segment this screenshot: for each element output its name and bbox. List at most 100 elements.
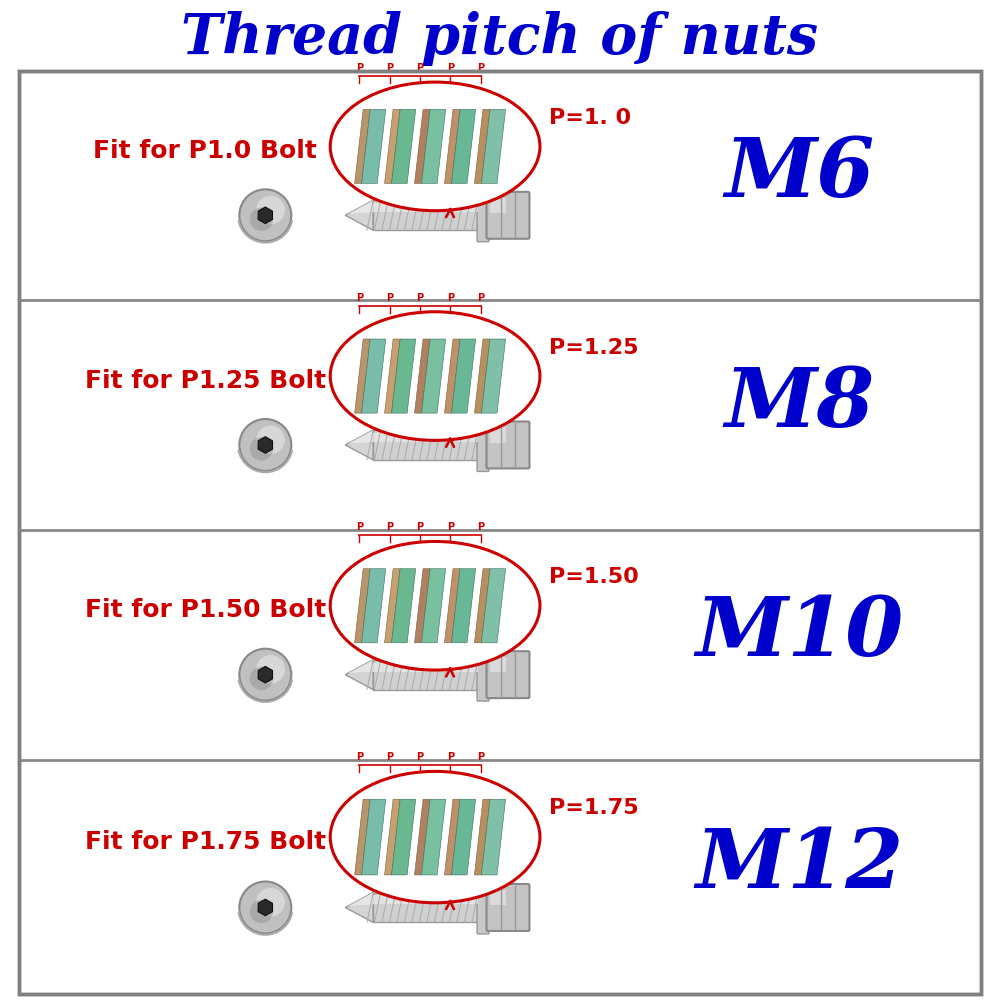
Polygon shape (348, 893, 373, 906)
Bar (373, 430, 478, 460)
Polygon shape (415, 799, 430, 875)
Text: Fit for P1.25 Bolt: Fit for P1.25 Bolt (85, 369, 326, 393)
Polygon shape (481, 339, 506, 413)
Circle shape (239, 419, 291, 471)
Bar (19, 760, 981, 994)
Text: P: P (477, 522, 484, 532)
Ellipse shape (330, 82, 540, 211)
Polygon shape (348, 430, 373, 443)
Bar (19, 300, 981, 530)
Polygon shape (355, 799, 370, 875)
Polygon shape (392, 799, 416, 875)
Text: P: P (386, 293, 393, 303)
Text: P: P (386, 522, 393, 532)
Text: P: P (417, 752, 424, 762)
FancyBboxPatch shape (487, 192, 529, 239)
Circle shape (239, 649, 291, 701)
Polygon shape (415, 339, 430, 413)
Polygon shape (481, 799, 506, 875)
Bar (373, 200, 478, 230)
Circle shape (250, 208, 273, 231)
FancyBboxPatch shape (477, 419, 489, 471)
Polygon shape (422, 109, 446, 183)
Polygon shape (451, 339, 476, 413)
Bar (373, 203, 478, 212)
Polygon shape (345, 200, 373, 230)
Circle shape (250, 667, 273, 690)
Text: M12: M12 (695, 825, 904, 905)
Text: P: P (477, 752, 484, 762)
Text: P=1.75: P=1.75 (549, 798, 639, 818)
Text: P=1. 0: P=1. 0 (549, 108, 631, 128)
Bar (490, 198, 506, 213)
Polygon shape (474, 339, 490, 413)
Bar (373, 660, 478, 690)
Polygon shape (355, 339, 370, 413)
Circle shape (250, 900, 273, 923)
Text: P: P (417, 522, 424, 532)
Polygon shape (362, 109, 386, 183)
Text: Fit for P1.0 Bolt: Fit for P1.0 Bolt (93, 139, 317, 163)
Polygon shape (392, 339, 416, 413)
Bar (19, 71, 981, 300)
Text: P: P (447, 63, 454, 73)
Circle shape (256, 196, 285, 224)
FancyBboxPatch shape (477, 881, 489, 934)
Polygon shape (474, 569, 490, 643)
Polygon shape (345, 660, 373, 690)
Polygon shape (345, 430, 373, 460)
Text: P: P (417, 293, 424, 303)
FancyBboxPatch shape (487, 884, 529, 931)
Polygon shape (355, 569, 370, 643)
Polygon shape (348, 660, 373, 673)
Text: P: P (386, 752, 393, 762)
Polygon shape (474, 799, 490, 875)
Circle shape (250, 437, 273, 461)
Text: P: P (477, 293, 484, 303)
FancyBboxPatch shape (477, 189, 489, 242)
Polygon shape (392, 109, 416, 183)
Text: P: P (356, 63, 363, 73)
Polygon shape (422, 799, 446, 875)
Bar (373, 433, 478, 442)
Polygon shape (481, 569, 506, 643)
Polygon shape (474, 109, 490, 183)
Text: P: P (386, 63, 393, 73)
Bar (373, 663, 478, 672)
Ellipse shape (330, 312, 540, 440)
Polygon shape (258, 437, 273, 453)
Polygon shape (385, 799, 400, 875)
Polygon shape (444, 799, 460, 875)
Polygon shape (258, 207, 273, 224)
Circle shape (256, 888, 285, 917)
Text: Fit for P1.50 Bolt: Fit for P1.50 Bolt (85, 598, 326, 622)
Polygon shape (385, 339, 400, 413)
Ellipse shape (330, 771, 540, 903)
Polygon shape (258, 899, 273, 916)
Polygon shape (444, 109, 460, 183)
Polygon shape (362, 339, 386, 413)
Text: M6: M6 (724, 134, 875, 214)
Polygon shape (348, 200, 373, 214)
Polygon shape (355, 109, 370, 183)
Polygon shape (451, 569, 476, 643)
Text: P: P (447, 752, 454, 762)
FancyBboxPatch shape (487, 651, 529, 698)
Circle shape (239, 882, 291, 933)
Polygon shape (362, 569, 386, 643)
Polygon shape (258, 666, 273, 683)
Bar (490, 657, 506, 672)
Text: P: P (417, 63, 424, 73)
Text: P: P (356, 522, 363, 532)
Polygon shape (385, 569, 400, 643)
Polygon shape (451, 109, 476, 183)
Circle shape (239, 189, 291, 241)
Bar (373, 895, 478, 904)
FancyBboxPatch shape (477, 648, 489, 701)
Text: P=1.50: P=1.50 (549, 567, 639, 587)
Polygon shape (444, 569, 460, 643)
FancyBboxPatch shape (487, 422, 529, 468)
Polygon shape (422, 569, 446, 643)
Text: Thread pitch of nuts: Thread pitch of nuts (181, 11, 819, 66)
Polygon shape (415, 109, 430, 183)
